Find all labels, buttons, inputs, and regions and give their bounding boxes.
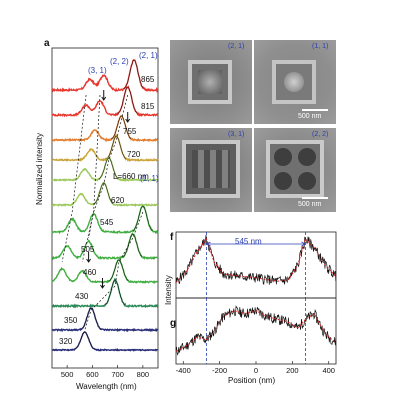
arrow-head (101, 96, 107, 101)
profile-fit-line (175, 237, 337, 283)
arrow-head (301, 241, 307, 247)
scale-bar-label: 500 nm (298, 113, 322, 120)
mode-spot (284, 72, 304, 92)
fit-curve (80, 307, 101, 330)
panel-a-xlabel: Wavelength (nm) (76, 382, 137, 391)
mode-spot (274, 148, 292, 166)
curve-label-505: 505 (81, 245, 95, 254)
x-tick-label: 200 (286, 366, 299, 375)
spectrum-curve (51, 277, 159, 309)
fit-curve (74, 331, 95, 350)
image-d-mode: (3, 1) (228, 131, 245, 138)
profile-data-line (175, 305, 337, 356)
x-tick-label: 0 (254, 366, 258, 375)
curve-label-815: 815 (141, 102, 155, 111)
mode-guide-line (81, 94, 101, 263)
image-d: (3, 1) (170, 128, 252, 212)
mode-guide-line (88, 94, 129, 239)
arrow-head (100, 284, 105, 289)
plot-frame (51, 47, 159, 369)
panel-fg-ylabel: Intensity (164, 275, 173, 305)
curve-label-865: 865 (141, 75, 155, 84)
mode-guide-line (61, 94, 87, 263)
mode-pattern (192, 150, 230, 188)
distance-annotation: 545 nm (235, 237, 262, 246)
x-tick-label: 600 (86, 370, 99, 379)
image-b: (2, 1) (170, 40, 252, 124)
profile-fit-line (175, 310, 337, 352)
fit-curve (122, 233, 143, 258)
scale-bar (302, 109, 328, 111)
image-e-mode: (2, 2) (312, 131, 329, 138)
curve-label-460: 460 (83, 268, 97, 277)
fit-curve (132, 205, 153, 232)
profile-data-line (175, 234, 337, 286)
image-b-mode: (2, 1) (228, 43, 245, 50)
fit-curve (93, 182, 114, 205)
x-tick-label: 700 (111, 370, 124, 379)
mode-label-21: (2, 1) (139, 51, 158, 60)
spectrum-curve (51, 114, 159, 143)
panel-f-label: f (170, 232, 174, 243)
image-e: (2, 2) 500 nm (254, 128, 336, 212)
plot-frame (175, 297, 337, 365)
mode-guide-line (84, 211, 144, 331)
x-tick-label: 500 (61, 370, 74, 379)
curve-label-320: 320 (59, 337, 73, 346)
arrow-head (125, 118, 131, 123)
mode-label-31: (3, 1) (88, 66, 107, 75)
spectrum-curve (51, 259, 159, 284)
curve-label-620: 620 (111, 196, 125, 205)
curve-label-545: 545 (100, 218, 114, 227)
panel-fg-xlabel: Position (nm) (228, 376, 276, 385)
scale-bar (302, 197, 328, 199)
fit-curve (104, 279, 125, 306)
spectrum-curve (51, 307, 159, 333)
fit-curve (106, 135, 127, 160)
arrow-head (86, 258, 92, 263)
fit-curve (111, 115, 132, 140)
fit-curve (123, 59, 144, 90)
curve-label-660: L=660 nm (113, 172, 149, 181)
mode-spot (298, 172, 316, 190)
fit-curve (117, 86, 138, 115)
scale-bar-label: 500 nm (298, 201, 322, 208)
x-tick-label: 800 (137, 370, 150, 379)
arrow-head (205, 241, 211, 247)
fit-curve (108, 259, 129, 282)
spectrum-curve (51, 133, 159, 163)
mode-label-11: (1, 1) (140, 174, 159, 183)
panel-a-label: a (44, 38, 50, 49)
spectrum-curve (51, 330, 158, 352)
image-c: (1, 1) 500 nm (254, 40, 336, 124)
x-tick-label: 400 (322, 366, 335, 375)
curve-label-350: 350 (64, 316, 78, 325)
x-tick-label: -400 (176, 366, 191, 375)
panel-g-label: g (170, 318, 177, 329)
curve-label-720: 720 (127, 150, 141, 159)
x-tick-label: -200 (212, 366, 227, 375)
image-c-mode: (1, 1) (312, 43, 329, 50)
curve-label-430: 430 (75, 292, 89, 301)
mode-spot (274, 172, 292, 190)
spectrum-curve (51, 85, 159, 118)
mode-label-22: (2, 2) (110, 57, 129, 66)
mode-spot (298, 148, 316, 166)
fit-curve (98, 157, 119, 180)
curve-label-755: 755 (123, 127, 137, 136)
mode-spot (198, 70, 222, 94)
